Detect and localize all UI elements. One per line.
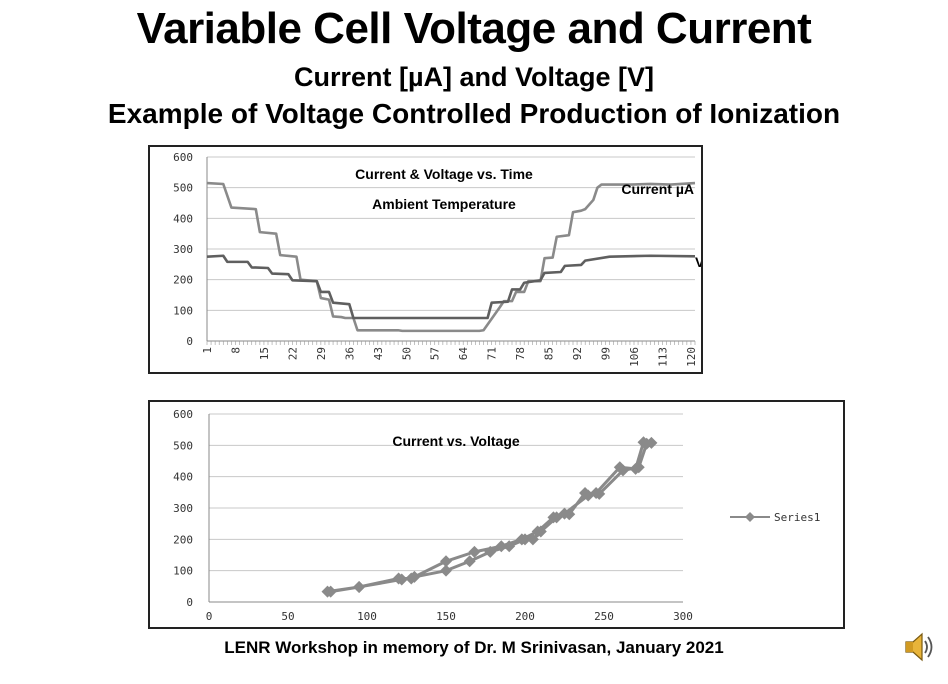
x-tick-label: 43: [372, 347, 385, 360]
data-point: [440, 564, 452, 577]
subtitle-description: Example of Voltage Controlled Production…: [107, 98, 841, 129]
data-point: [531, 525, 544, 538]
y-tick-label: 200: [173, 533, 193, 546]
y-tick-label: 600: [173, 151, 193, 164]
data-point: [526, 533, 539, 546]
x-tick-label: 120: [685, 347, 698, 367]
y-tick-label: 500: [173, 439, 193, 452]
y-tick-label: 400: [173, 471, 193, 484]
data-point: [616, 464, 629, 477]
x-tick-label: 29: [315, 347, 328, 360]
data-point: [392, 572, 405, 585]
data-point: [547, 511, 560, 524]
time-series-chart: 0 100 200 300 400 500 600 1 8 15 22 29 36 43 50 57 64 71 7…: [148, 145, 703, 374]
x-tick-label: 78: [514, 347, 527, 360]
series-line-voltage: [206, 254, 696, 320]
data-point: [563, 508, 576, 521]
page-title: Variable Cell Voltage and Current: [136, 4, 812, 53]
x-tick-label: 150: [436, 610, 456, 623]
x-tick-label: 1: [201, 347, 214, 354]
series-line: [327, 440, 653, 594]
data-point: [440, 555, 452, 568]
data-point: [632, 461, 645, 474]
x-tick-label: 300: [673, 610, 693, 623]
data-point: [593, 487, 606, 500]
x-tick-label: 36: [343, 347, 356, 360]
data-point: [353, 580, 366, 593]
x-tick-label: 0: [206, 610, 213, 623]
data-point: [468, 545, 481, 558]
speaker-icon-graphic: [905, 632, 933, 662]
y-tick-label: 200: [173, 274, 193, 287]
y-tick-label: 500: [173, 182, 193, 195]
data-point: [484, 545, 497, 558]
x-tick-label: 57: [429, 347, 442, 360]
data-point: [640, 437, 653, 450]
y-tick-label: 600: [173, 408, 193, 421]
x-tick-label: 50: [281, 610, 294, 623]
y-tick-label: 100: [173, 565, 193, 578]
chart-title: Current & Voltage vs. Time: [355, 166, 533, 182]
chart-subtitle: Ambient Temperature: [372, 196, 516, 212]
data-point: [405, 572, 418, 585]
subtitle-units: Current [µA] and Voltage [V]: [293, 62, 655, 92]
data-point: [579, 486, 592, 499]
data-point: [495, 540, 508, 553]
x-tick-label: 92: [571, 347, 584, 360]
x-tick-label: 85: [543, 347, 556, 360]
legend-marker: [745, 512, 755, 522]
x-tick-label: 50: [400, 347, 413, 360]
speaker-icon[interactable]: [902, 630, 936, 669]
x-tick-label: 22: [286, 347, 299, 360]
legend-label: Series1: [774, 511, 820, 524]
x-tick-label: 106: [628, 347, 641, 367]
footer-text: LENR Workshop in memory of Dr. M Sriniva…: [224, 638, 724, 657]
x-tick-label: 71: [486, 347, 499, 360]
y-tick-label: 100: [173, 304, 193, 317]
y-tick-label: 300: [173, 502, 193, 515]
y-tick-label: 300: [173, 243, 193, 256]
series-label-current: Current µA: [621, 181, 694, 197]
series-label-voltage: Voltage V: [695, 254, 701, 270]
x-tick-label: 64: [457, 347, 470, 361]
y-tick-label: 0: [186, 335, 193, 348]
data-point: [515, 533, 528, 546]
x-tick-label: 15: [258, 347, 271, 360]
data-point: [324, 585, 337, 598]
x-tick-label: 200: [515, 610, 535, 623]
current-vs-voltage-chart: 0 100 200 300 400 500 600 0 50 100 150 200 250 300 Cur…: [148, 400, 845, 629]
y-tick-label: 0: [186, 596, 193, 609]
data-point: [463, 555, 476, 568]
series-line-current: [206, 181, 696, 333]
time-series-chart-svg: 0 100 200 300 400 500 600 1 8 15 22 29 36 43 50 57 64 71 7…: [173, 151, 701, 367]
current-vs-voltage-chart-svg: 0 100 200 300 400 500 600 0 50 100 150 200 250 300 Cur…: [173, 408, 820, 623]
chart-title: Current vs. Voltage: [392, 433, 520, 449]
x-tick-label: 99: [600, 347, 613, 360]
data-point: [503, 540, 516, 553]
x-tick-label: 250: [594, 610, 614, 623]
y-tick-label: 400: [173, 212, 193, 225]
x-tick-label: 113: [656, 347, 669, 367]
x-tick-label: 100: [357, 610, 377, 623]
x-tick-label: 8: [229, 347, 242, 354]
